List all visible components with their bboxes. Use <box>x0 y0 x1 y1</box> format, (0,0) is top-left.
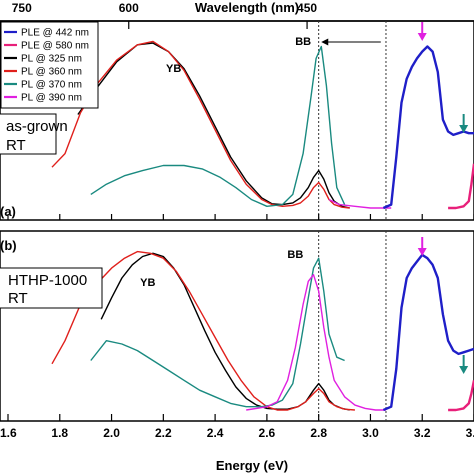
wavelength-tick-label: 600 <box>119 1 139 15</box>
panel-b: YB BB <box>51 231 474 421</box>
series-pl-325-nm <box>100 252 350 411</box>
series-pl-390-nm <box>328 198 392 209</box>
legend-entry-label: PLE @ 442 nm <box>21 28 89 39</box>
series-pl-390-nm <box>246 274 386 411</box>
legend-entry-label: PL @ 390 nm <box>21 93 82 104</box>
legend-entry-label: PL @ 325 nm <box>21 54 82 65</box>
bb-label: BB <box>295 36 311 48</box>
marker-arrow-head <box>417 248 427 256</box>
series-pl-370-nm <box>90 45 346 208</box>
energy-tick-label: 2.2 <box>155 426 172 440</box>
marker-arrow-head <box>459 366 469 374</box>
panel-b-sample-box <box>0 267 103 309</box>
marker-arrow-head <box>459 125 469 133</box>
series-ple-442-nm <box>382 45 474 210</box>
energy-tick-label: 2.6 <box>259 426 276 440</box>
panel-b-letter: (b) <box>0 238 17 253</box>
energy-axis: Energy (eV) 1.6 1.8 2.0 2.2 2.4 2.6 2.8 3.0 3.2 3… <box>0 214 474 473</box>
legend-entry-label: PL @ 370 nm <box>21 80 82 91</box>
energy-tick-label: 3.0 <box>362 426 379 440</box>
marker-arrow-head <box>417 33 427 41</box>
panel-a-letter: (a) <box>0 204 16 219</box>
series-ple-580-nm <box>448 163 474 210</box>
series-pl-360-nm <box>51 40 350 209</box>
panel-a-frame <box>0 20 474 221</box>
legend-entry-label: PL @ 360 nm <box>21 67 82 78</box>
series-pl-360-nm <box>51 250 355 411</box>
series-pl-370-nm <box>90 257 345 408</box>
energy-tick-label: 2.4 <box>207 426 224 440</box>
yb-label: YB <box>140 277 155 289</box>
energy-tick-label: 1.8 <box>51 426 68 440</box>
panel-b-sample-label: HTHP-1000 <box>8 272 87 289</box>
energy-axis-title: Energy (eV) <box>216 458 288 473</box>
energy-tick-label: 2.8 <box>310 426 327 440</box>
panel-a-sample-box <box>0 113 57 155</box>
panel-a-sample-label: as-grown <box>6 118 68 135</box>
panel-a: YB BB <box>51 21 474 220</box>
energy-tick-label: 2.0 <box>103 426 120 440</box>
panel-a-temperature-label: RT <box>6 137 26 154</box>
bb-pointer-arrowhead <box>321 38 329 46</box>
wavelength-axis-title: Wavelength (nm) <box>195 0 299 15</box>
panel-b-frame <box>0 230 474 422</box>
legend-entry-label: PLE @ 580 nm <box>21 41 89 52</box>
bb-label: BB <box>287 249 303 261</box>
wavelength-tick-label: 450 <box>297 1 317 15</box>
energy-tick-label: 3.2 <box>414 426 431 440</box>
panel-b-temperature-label: RT <box>8 290 28 307</box>
series-pl-325-nm <box>77 42 350 209</box>
wavelength-tick-label: 750 <box>12 1 32 15</box>
legend: PLE @ 442 nm PLE @ 580 nm PL @ 325 nm PL @ … <box>0 21 99 109</box>
legend-box <box>0 21 99 109</box>
yb-label: YB <box>166 63 181 75</box>
energy-tick-label: 3.4 <box>466 426 474 440</box>
series-ple-580-nm <box>448 380 474 412</box>
series-ple-442-nm <box>382 253 474 412</box>
energy-tick-label: 1.6 <box>0 426 17 440</box>
